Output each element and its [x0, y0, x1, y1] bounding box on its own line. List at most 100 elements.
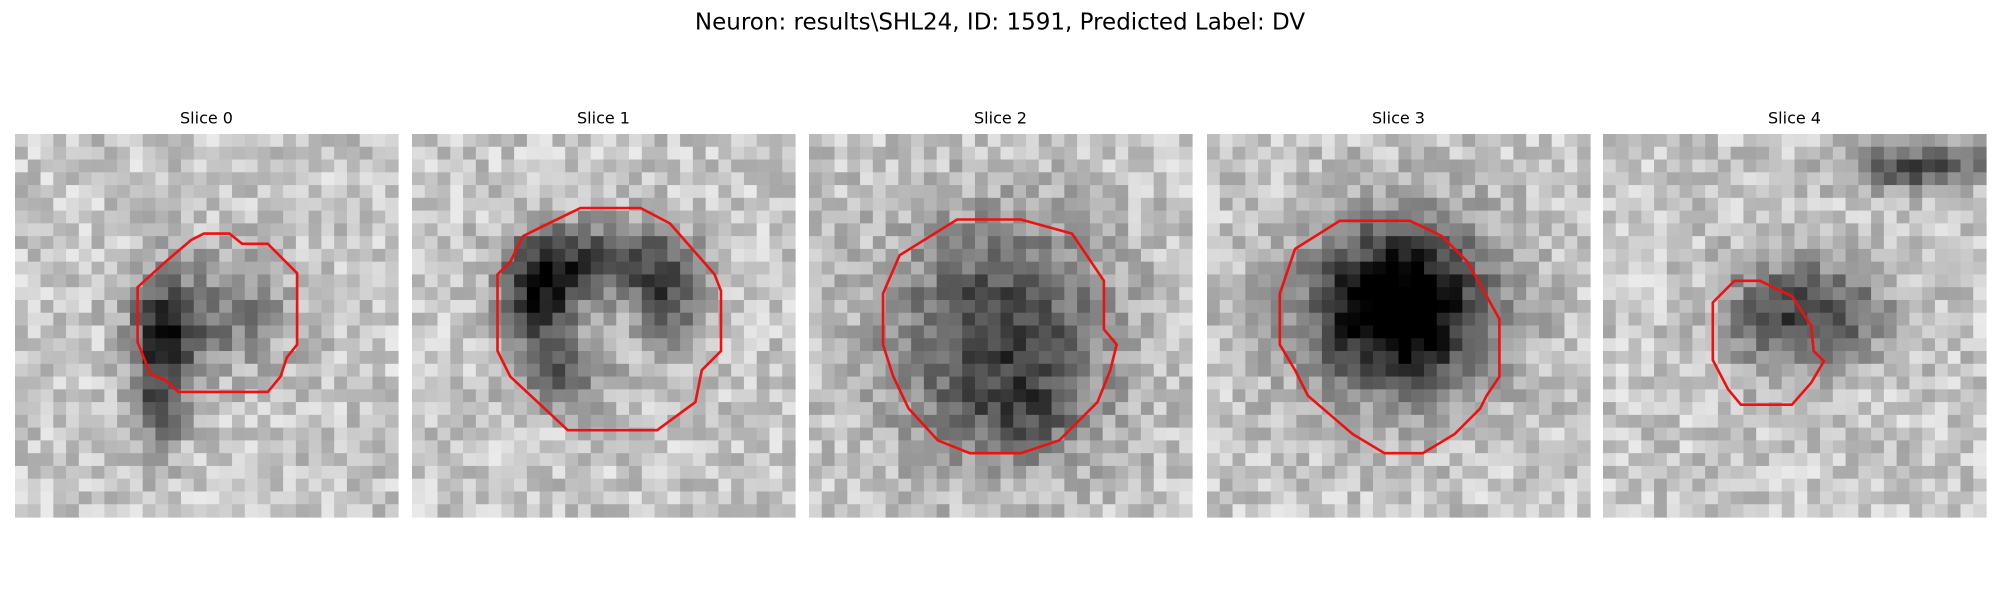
pixel — [283, 236, 297, 250]
pixel — [1296, 491, 1310, 505]
pixel — [629, 261, 643, 276]
pixel — [1679, 197, 1693, 212]
pixel — [1026, 389, 1040, 403]
pixel — [514, 223, 528, 237]
pixel — [1679, 363, 1693, 378]
pixel — [552, 491, 566, 505]
pixel — [1207, 299, 1221, 314]
pixel — [1794, 491, 1808, 505]
pixel — [1038, 159, 1053, 173]
pixel — [705, 248, 719, 263]
pixel — [1666, 274, 1681, 288]
pixel — [206, 185, 220, 199]
pixel — [129, 261, 144, 276]
pixel — [475, 478, 490, 493]
pixel — [1577, 402, 1591, 416]
pixel — [1309, 325, 1323, 339]
pixel — [206, 414, 220, 429]
pixel — [1807, 376, 1821, 390]
pixel — [117, 197, 131, 212]
pixel — [1270, 146, 1285, 161]
pixel — [1577, 274, 1591, 288]
pixel — [1115, 197, 1129, 212]
pixel — [577, 172, 592, 186]
pixel — [1743, 146, 1757, 161]
pixel — [1077, 248, 1091, 263]
panel-title: Slice 1 — [577, 109, 630, 128]
pixel — [705, 389, 719, 403]
pixel — [193, 491, 208, 505]
pixel — [936, 363, 951, 378]
pixel — [412, 453, 426, 467]
pixel — [1309, 491, 1323, 505]
pixel — [437, 363, 451, 378]
pixel — [949, 248, 963, 263]
pixel — [539, 325, 554, 339]
pixel — [1807, 197, 1821, 212]
pixel — [769, 440, 783, 454]
pixel — [1743, 172, 1757, 186]
pixel — [1705, 185, 1719, 199]
pixel — [1166, 478, 1180, 493]
pixel — [1628, 465, 1642, 480]
pixel — [692, 402, 707, 416]
pixel — [91, 389, 105, 403]
pixel — [1603, 351, 1617, 365]
pixel — [1013, 414, 1027, 429]
pixel — [526, 325, 541, 339]
pixel — [514, 351, 528, 365]
pixel — [769, 223, 783, 237]
pixel — [1896, 261, 1910, 276]
pixel — [129, 389, 144, 403]
pixel — [1526, 402, 1540, 416]
pixel — [1832, 134, 1847, 148]
pixel — [15, 453, 29, 467]
pixel — [1692, 414, 1706, 429]
pixel — [1526, 223, 1540, 237]
pixel — [590, 414, 605, 429]
pixel — [809, 453, 823, 467]
pixel — [923, 465, 938, 480]
pixel — [974, 465, 989, 480]
pixel — [424, 389, 439, 403]
pixel — [1845, 440, 1859, 454]
pixel — [809, 236, 823, 250]
pixel — [641, 389, 656, 403]
pixel — [501, 465, 515, 480]
pixel — [616, 185, 630, 199]
pixel — [731, 402, 745, 416]
pixel — [1258, 236, 1272, 250]
pixel — [1500, 440, 1514, 454]
pixel — [923, 146, 938, 161]
pixel — [1871, 185, 1885, 199]
pixel — [1858, 504, 1872, 518]
pixel — [463, 453, 477, 467]
pixel — [1436, 248, 1451, 263]
pixel — [616, 287, 630, 301]
pixel — [526, 351, 541, 365]
pixel — [488, 465, 502, 480]
pixel — [949, 159, 963, 173]
pixel — [437, 478, 451, 493]
pixel — [1385, 287, 1400, 301]
pixel — [1372, 172, 1387, 186]
pixel — [692, 363, 707, 378]
pixel — [450, 465, 464, 480]
pixel — [193, 146, 208, 161]
pixel — [1628, 287, 1642, 301]
pixel — [1538, 197, 1553, 212]
pixel — [1564, 223, 1578, 237]
pixel — [168, 172, 182, 186]
pixel — [1654, 274, 1668, 288]
pixel — [91, 261, 105, 276]
pixel — [821, 414, 836, 429]
pixel — [1551, 376, 1566, 390]
pixel — [1577, 363, 1591, 378]
pixel — [731, 210, 745, 224]
pixel — [1858, 465, 1872, 480]
pixel — [501, 146, 515, 161]
pixel — [860, 402, 874, 416]
pixel — [463, 287, 477, 301]
pixel — [565, 248, 579, 263]
pixel — [616, 261, 630, 276]
